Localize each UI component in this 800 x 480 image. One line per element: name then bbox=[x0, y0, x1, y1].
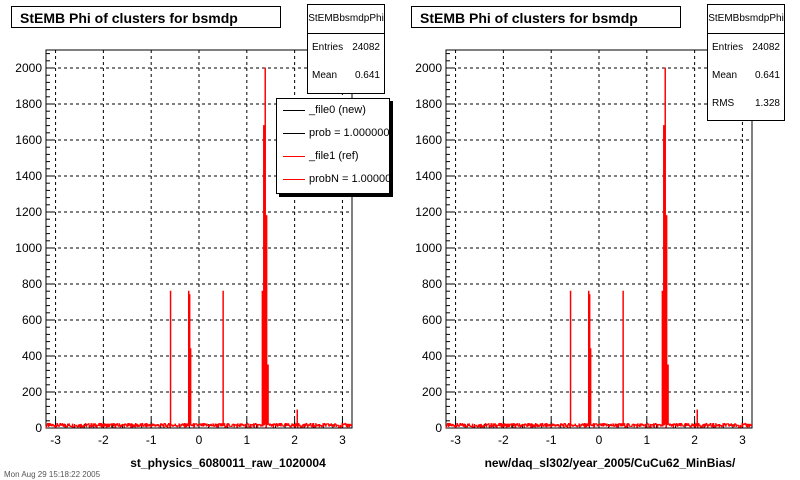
left-chart-title: StEMB Phi of clusters for bsmdp bbox=[11, 6, 281, 28]
right-stats-mean: Mean 0.641 bbox=[708, 62, 784, 90]
mean-label: Mean bbox=[712, 70, 738, 81]
x-tick-label: 1 bbox=[643, 433, 650, 447]
entries-value: 24082 bbox=[752, 42, 780, 53]
left-stats-mean: Mean 0.641 bbox=[308, 62, 384, 90]
left-panel: -3 -2 -1 0 1 2 3 0 200 400 600 800 1000 1200 1400 1600 1… bbox=[11, 4, 390, 470]
legend-label: probN = 1.000000 bbox=[309, 173, 390, 185]
y-tick-label: 800 bbox=[422, 277, 442, 291]
legend-entry: _file0 (new) bbox=[277, 99, 389, 122]
y-tick-label: 400 bbox=[22, 349, 42, 363]
x-tick-label: 2 bbox=[291, 433, 298, 447]
entries-label: Entries bbox=[312, 42, 344, 53]
left-stats-box: StEMBbsmdpPhi Entries 24082 Mean 0.641 bbox=[307, 4, 385, 94]
left-x-axis-label: st_physics_6080011_raw_1020004 bbox=[130, 456, 326, 470]
x-tick-label: -2 bbox=[98, 433, 109, 447]
left-stats-entries: Entries 24082 bbox=[308, 34, 384, 62]
y-tick-label: 600 bbox=[22, 313, 42, 327]
x-tick-label: 3 bbox=[739, 433, 746, 447]
y-tick-label: 1800 bbox=[415, 97, 442, 111]
x-tick-label: 0 bbox=[196, 433, 203, 447]
x-tick-label: -1 bbox=[546, 433, 557, 447]
right-stats-rms: RMS 1.328 bbox=[708, 90, 784, 118]
legend-entry: _file1 (ref) bbox=[277, 145, 389, 168]
y-tick-label: 600 bbox=[422, 313, 442, 327]
right-stats-title: StEMBbsmdpPhi bbox=[708, 5, 784, 34]
y-tick-label: 400 bbox=[422, 349, 442, 363]
y-tick-label: 1400 bbox=[415, 169, 442, 183]
left-legend: _file0 (new) prob = 1.000000 _file1 (ref) p… bbox=[276, 98, 390, 194]
x-tick-label: -2 bbox=[498, 433, 509, 447]
entries-value: 24082 bbox=[352, 42, 380, 53]
y-tick-label: 200 bbox=[22, 385, 42, 399]
y-tick-label: 0 bbox=[435, 421, 442, 435]
legend-entry: probN = 1.000000 bbox=[277, 168, 389, 191]
right-chart-title: StEMB Phi of clusters for bsmdp bbox=[411, 6, 681, 28]
y-tick-label: 800 bbox=[22, 277, 42, 291]
x-tick-label: 0 bbox=[596, 433, 603, 447]
x-tick-label: -3 bbox=[450, 433, 461, 447]
right-stats-entries: Entries 24082 bbox=[708, 34, 784, 62]
legend-label: _file1 (ref) bbox=[309, 150, 359, 162]
right-panel: -3 -2 -1 0 1 2 3 0 200 400 600 800 1000 1200 1400 1600 1… bbox=[400, 0, 800, 480]
legend-label: _file0 (new) bbox=[309, 104, 366, 116]
x-tick-label: 1 bbox=[243, 433, 250, 447]
y-tick-label: 1600 bbox=[15, 133, 42, 147]
y-tick-label: 1200 bbox=[415, 205, 442, 219]
right-stats-box: StEMBbsmdpPhi Entries 24082 Mean 0.641 R… bbox=[707, 4, 785, 121]
right-x-axis-label: new/daq_sl302/year_2005/CuCu62_MinBias/ bbox=[484, 456, 736, 470]
left-stats-title: StEMBbsmdpPhi bbox=[308, 5, 384, 34]
y-tick-label: 1800 bbox=[15, 97, 42, 111]
y-tick-label: 1200 bbox=[15, 205, 42, 219]
legend-line-swatch bbox=[283, 133, 305, 134]
x-tick-label: -3 bbox=[50, 433, 61, 447]
legend-line-swatch bbox=[283, 179, 305, 180]
y-tick-label: 2000 bbox=[15, 61, 42, 75]
y-tick-label: 1400 bbox=[15, 169, 42, 183]
histogram-series-line bbox=[445, 67, 753, 428]
mean-label: Mean bbox=[312, 70, 338, 81]
histogram-series-line bbox=[45, 67, 353, 428]
x-tick-label: -1 bbox=[146, 433, 157, 447]
y-tick-label: 1600 bbox=[415, 133, 442, 147]
right-histogram: -3 -2 -1 0 1 2 3 0 200 400 600 800 1000 1200 1400 1600 1… bbox=[415, 49, 753, 447]
y-tick-label: 1000 bbox=[415, 241, 442, 255]
timestamp-footer: Mon Aug 29 15:18:22 2005 bbox=[4, 470, 101, 479]
legend-label: prob = 1.000000 bbox=[309, 127, 390, 139]
x-tick-label: 2 bbox=[691, 433, 698, 447]
rms-label: RMS bbox=[712, 98, 735, 109]
legend-line-swatch bbox=[283, 156, 305, 157]
legend-line-swatch bbox=[283, 110, 305, 111]
rms-value: 1.328 bbox=[754, 98, 780, 109]
y-tick-label: 0 bbox=[35, 421, 42, 435]
legend-entry: prob = 1.000000 bbox=[277, 122, 389, 145]
y-tick-label: 1000 bbox=[15, 241, 42, 255]
mean-value: 0.641 bbox=[354, 70, 380, 81]
mean-value: 0.641 bbox=[754, 70, 780, 81]
y-tick-label: 200 bbox=[422, 385, 442, 399]
x-tick-label: 3 bbox=[339, 433, 346, 447]
y-tick-label: 2000 bbox=[415, 61, 442, 75]
entries-label: Entries bbox=[712, 42, 744, 53]
